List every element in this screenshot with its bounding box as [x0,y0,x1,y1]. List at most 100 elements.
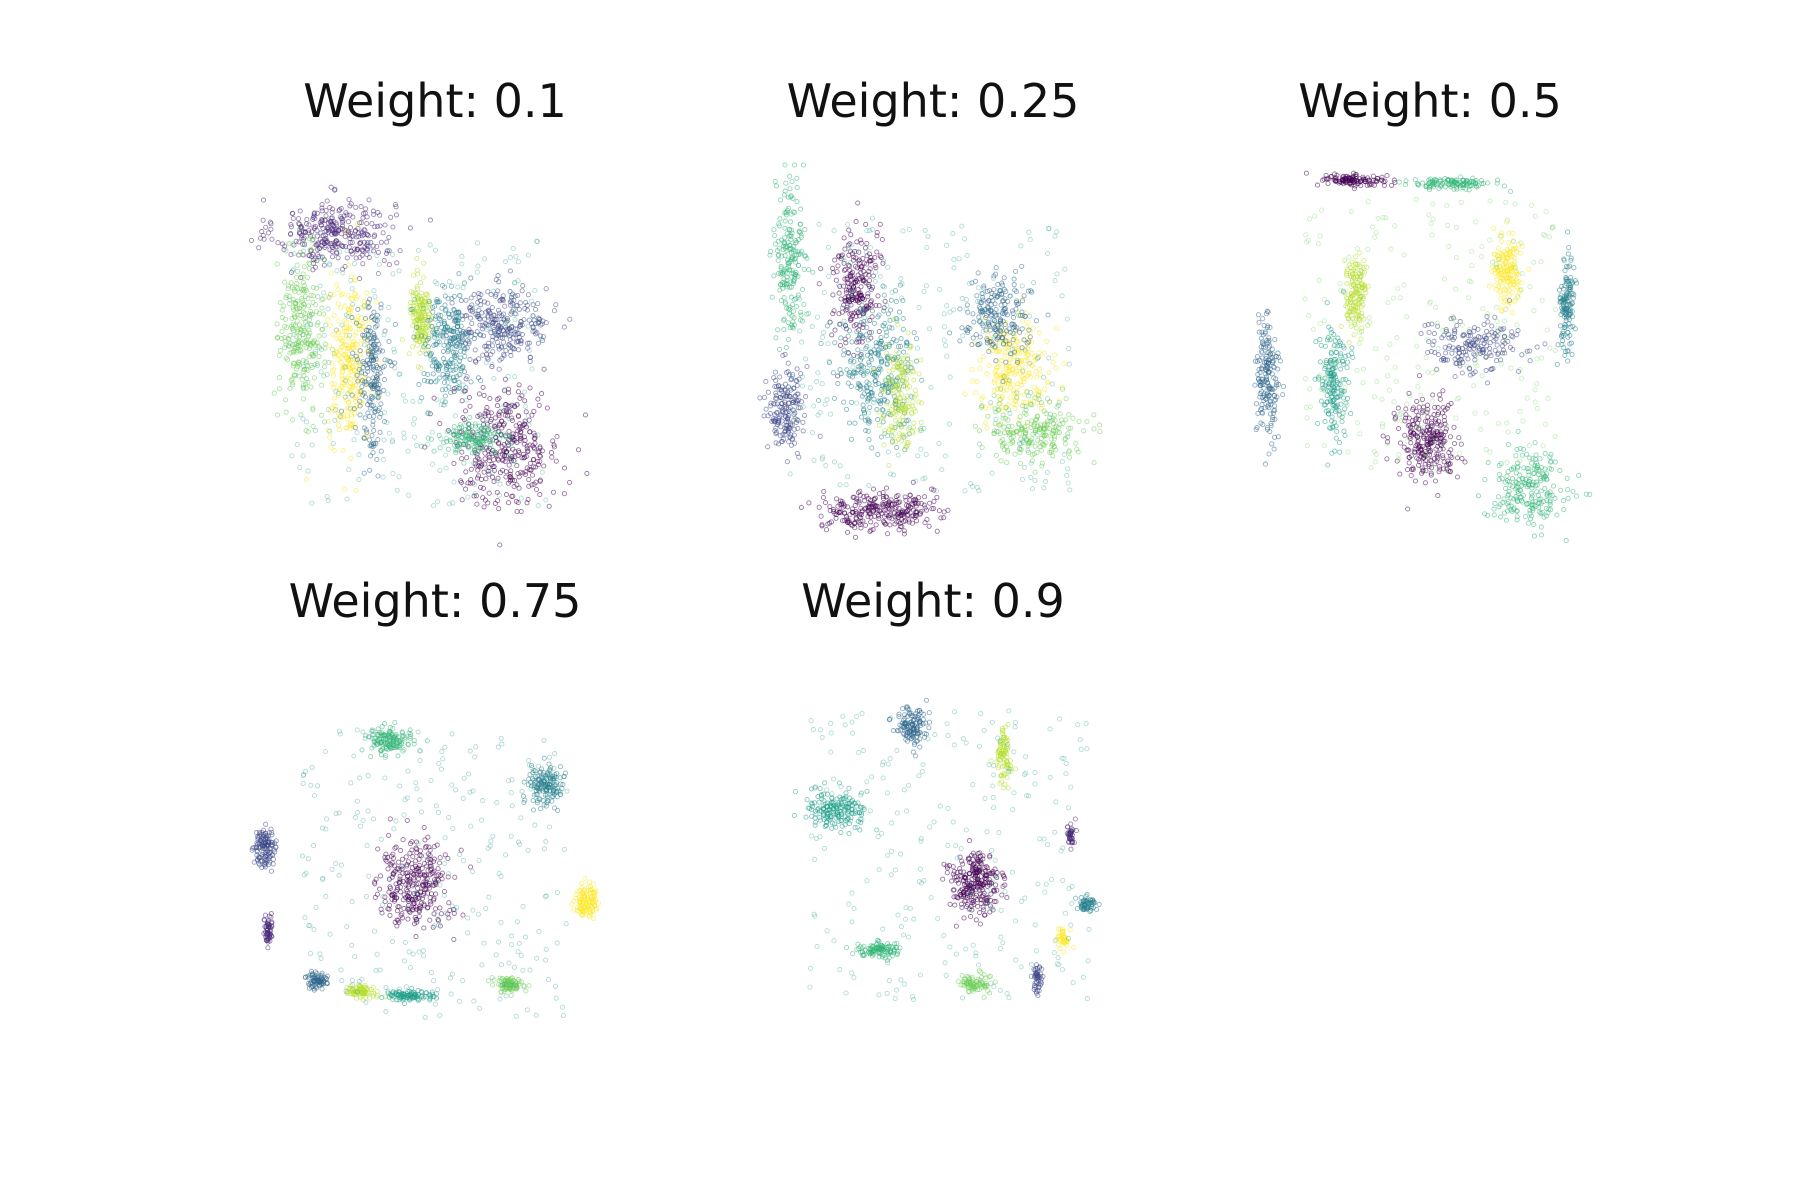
scatter-point [959,223,965,229]
cluster-1-4 [271,226,337,435]
scatter-point [1021,465,1027,471]
scatter-point [378,305,384,311]
scatter-point [338,292,344,298]
scatter-point [1065,480,1071,486]
scatter-point [498,297,504,303]
scatter-point [532,287,538,294]
scatter-point [312,361,318,368]
scatter-point [848,232,854,238]
scatter-point [474,269,480,275]
scatter-point [298,348,304,354]
scatter-point [372,409,378,415]
scatter-point [304,366,310,372]
panel-title-weight-0.5: Weight: 0.5 [1298,74,1562,128]
scatter-point [1026,313,1032,319]
scatter-point [519,331,526,338]
scatter-point [304,216,310,223]
scatter-point [316,253,322,259]
scatter-point [553,458,559,464]
scatter-point [419,347,425,353]
scatter-point [485,289,491,295]
scatter-point [353,296,360,302]
scatter-point [336,422,342,428]
scatter-point [539,391,545,397]
scatter-point [475,413,481,419]
scatter-point [782,225,788,231]
scatter-point [290,328,296,334]
scatter-point [287,350,293,356]
scatter-point [1067,454,1073,460]
scatter-point [787,186,793,192]
scatter-point [1038,435,1044,441]
scatter-point [300,324,306,330]
scatter-point [905,330,911,336]
scatter-point [324,493,330,500]
scatter-point [442,393,448,399]
scatter-point [319,205,325,211]
scatter-point [910,399,916,405]
scatter-point [324,198,330,204]
scatter-point [374,223,380,229]
scatter-point [501,339,507,345]
scatter-point [524,302,530,308]
scatter-point [348,455,354,461]
scatter-point [459,497,465,503]
scatter-point [533,486,540,493]
scatter-point [1001,275,1007,281]
scatter-point [974,293,980,299]
scatter-point [989,470,995,476]
scatter-point [478,476,485,482]
scatter-point [352,246,358,252]
scatter-point [1029,486,1035,492]
scatter-point [1097,428,1103,434]
scatter-point [486,490,492,496]
scatter-point [263,224,269,230]
scatter-point [339,216,345,222]
scatter-point [525,292,531,298]
scatter-point [385,317,391,323]
scatter-point [1494,177,1501,183]
scatter-point [921,289,927,295]
scatter-panel-2 [757,162,1103,540]
scatter-point [462,331,468,337]
scatter-point [366,361,372,367]
scatter-point [381,437,387,443]
scatter-point [301,367,307,373]
scatter-point [299,295,305,302]
scatter-point [492,415,498,421]
scatter-point [532,435,538,441]
panel-title-weight-0.75: Weight: 0.75 [288,574,582,628]
scatter-point [877,221,883,227]
scatter-point [800,404,806,410]
scatter-point [794,185,800,191]
scatter-point [299,235,305,241]
scatter-point [360,364,366,371]
scatter-point [413,324,420,331]
scatter-point [372,382,378,388]
scatter-point [364,429,370,435]
scatter-point [418,365,424,371]
scatter-point [335,301,341,307]
scatter-point [515,259,521,265]
scatter-point [463,385,469,391]
scatter-point [368,239,374,245]
scatter-point [1061,452,1067,458]
scatter-point [476,356,482,362]
scatter-point [283,409,289,415]
scatter-point [493,277,499,283]
scatter-point [888,297,894,303]
scatter-point [507,255,513,261]
scatter-point [348,387,354,393]
scatter-point [447,340,453,346]
scatter-point [330,254,336,260]
scatter-point [452,354,458,360]
scatter-point [473,359,479,365]
scatter-point [481,504,487,510]
scatter-point [444,365,450,371]
scatter-point [294,318,300,324]
scatter-point [291,242,297,248]
scatter-point [410,421,416,427]
scatter-point [369,313,375,319]
scatter-point [496,313,502,319]
